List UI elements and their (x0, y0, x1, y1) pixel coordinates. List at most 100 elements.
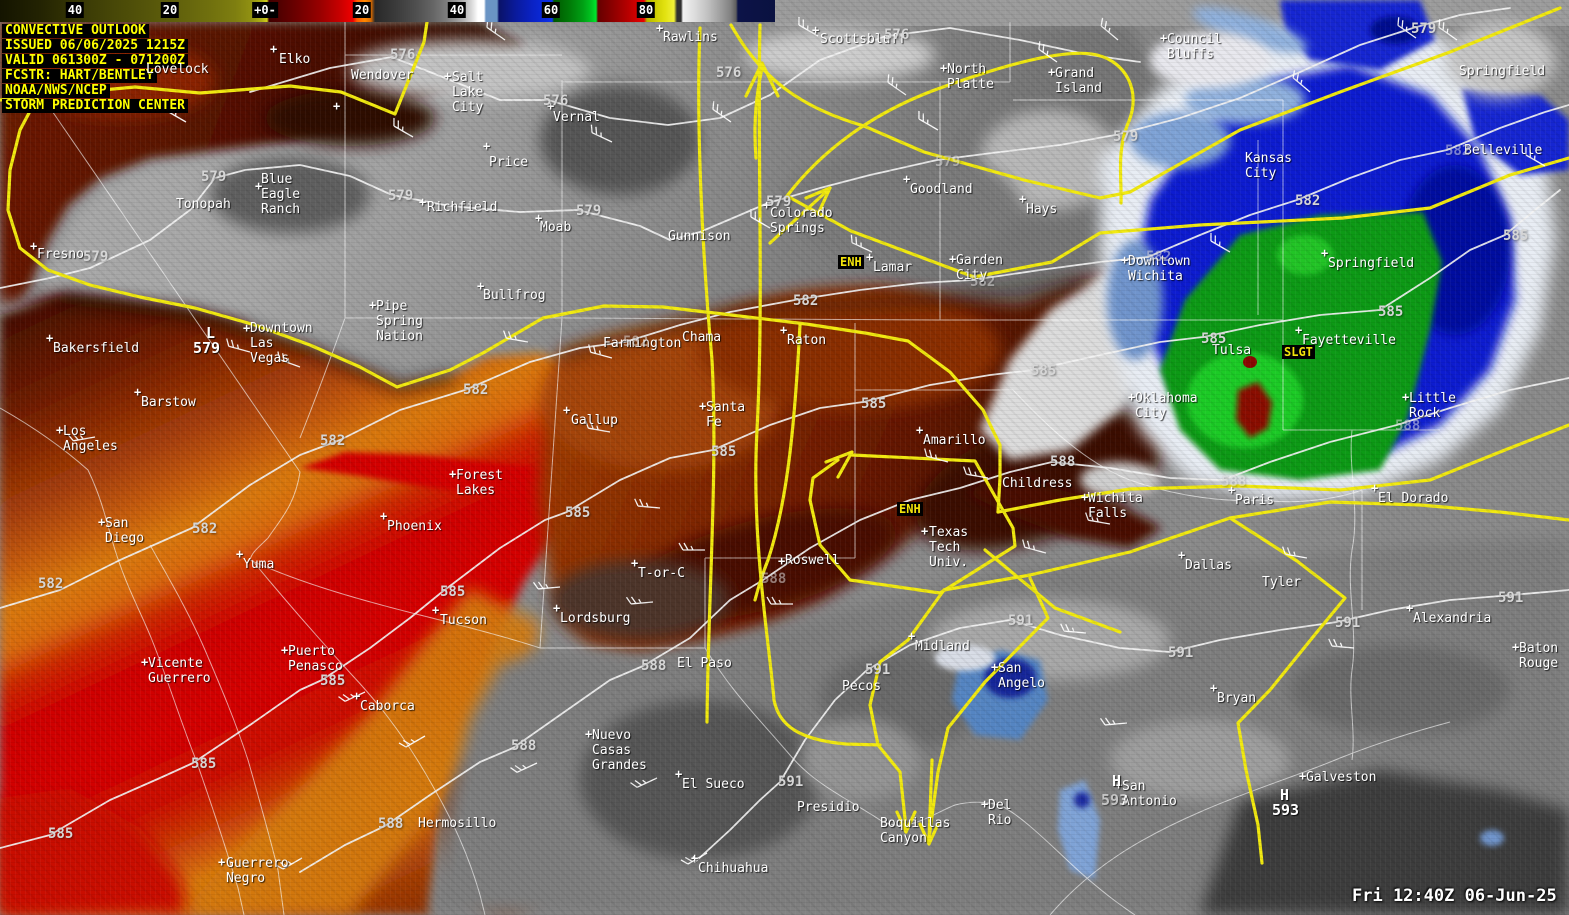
contour-582 (0, 104, 1569, 609)
wind-barb (1397, 17, 1417, 39)
city-label-downtown-las-vegas: Downtown Las Vegas (250, 321, 313, 366)
outlook-upper-diagonal (729, 6, 1562, 200)
wind-barb (393, 117, 414, 138)
city-label-raton: Raton (787, 333, 827, 348)
city-marker-lamar: + (866, 250, 874, 264)
city-marker-goodland: + (903, 172, 911, 186)
city-label-council-bluffs: Council Bluffs (1167, 32, 1222, 62)
city-label-el-paso: El Paso (677, 656, 732, 671)
outlook-header: CONVECTIVE OUTLOOK ISSUED 06/06/2025 121… (2, 24, 189, 114)
contour-label-585: 585 (1503, 228, 1529, 244)
city-marker-elko: + (270, 42, 278, 56)
city-marker-el-dorado: + (1371, 481, 1379, 495)
city-marker-springfield: + (1321, 246, 1329, 260)
outlook-east-diagonal (942, 500, 1569, 592)
city-marker-roswell: + (778, 554, 786, 568)
city-marker-paris: + (1228, 483, 1236, 497)
wind-barb (1038, 41, 1058, 63)
contour-label-591: 591 (865, 662, 891, 678)
city-label-lordsburg: Lordsburg (560, 611, 631, 626)
outlook-ntx-line (996, 423, 1569, 514)
city-label-colorado-springs: Colorado Springs (770, 206, 833, 236)
contour-label-588: 588 (761, 571, 787, 587)
contour-label-582: 582 (38, 576, 64, 592)
wind-barb (918, 110, 939, 131)
city-label-price: Price (489, 155, 529, 170)
wind-barb (486, 19, 506, 41)
arrow-south-2 (918, 758, 940, 846)
contour-576 (249, 27, 1141, 126)
wind-barb (1328, 638, 1355, 649)
city-label-santa-fe: Santa Fe (706, 400, 746, 430)
outlook-tyler-east (1228, 516, 1347, 865)
city-label-san-angelo: San Angelo (998, 661, 1045, 691)
city-marker-guerrero-negro: + (218, 855, 226, 869)
city-marker-richfield: + (419, 195, 427, 209)
wind-barb (1210, 232, 1231, 253)
city-marker-raton: + (780, 323, 788, 337)
contour-label-579: 579 (1113, 129, 1139, 145)
city-marker-gallup: + (563, 403, 571, 417)
wind-barb (924, 448, 949, 463)
city-marker-wichita-falls: + (1081, 490, 1089, 504)
contour-label-579: 579 (83, 249, 109, 265)
wind-barb (398, 735, 426, 748)
city-label-fresno: Fresno (37, 247, 84, 262)
city-marker-galveston: + (1299, 769, 1307, 783)
wind-barb (850, 234, 873, 253)
height-contours (0, 7, 1569, 873)
contour-label-591: 591 (1335, 615, 1361, 631)
contour-label-591: 591 (1498, 590, 1524, 606)
risk-badge-slgt: SLGT (1282, 345, 1315, 359)
wind-barb (766, 596, 793, 605)
city-label-texas-tech-univ-: Texas Tech Univ. (929, 525, 969, 570)
city-label-hays: Hays (1026, 202, 1058, 217)
outlook-west-boundary (6, 94, 1002, 514)
city-label-guerrero-negro: Guerrero Negro (226, 856, 289, 886)
contour-label-585: 585 (861, 396, 887, 412)
contour-label-576: 576 (716, 65, 742, 81)
high-center-marker: H (1280, 786, 1290, 804)
city-label-kansas-city: Kansas City (1245, 151, 1292, 181)
ir-temperature-colorbar (0, 0, 775, 22)
city-marker-baton-rouge: + (1512, 640, 1520, 654)
contour-label-582: 582 (793, 293, 819, 309)
city-label-fayetteville: Fayetteville (1302, 333, 1396, 348)
city-marker-fayetteville: + (1295, 323, 1303, 337)
contour-label-582: 582 (1445, 143, 1471, 159)
outlook-ns-line-2 (754, 23, 882, 747)
outlook-enh-tx-polygon (808, 453, 1017, 595)
contour-591 (694, 589, 1569, 863)
city-label-puerto-penasco: Puerto Penasco (288, 644, 343, 674)
city-label-north-platte: North Platte (947, 62, 994, 92)
city-label-salt-lake-city: Salt Lake City (452, 70, 484, 115)
map-timestamp: Fri 12:40Z 06-Jun-25 (1352, 886, 1557, 906)
wind-barb (634, 498, 661, 509)
city-marker-bryan: + (1210, 681, 1218, 695)
outlook-ns-line-1 (697, 26, 716, 724)
wind-barb (590, 124, 613, 143)
city-label-bullfrog: Bullfrog (483, 288, 546, 303)
city-marker-vicente-guerrero: + (141, 655, 149, 669)
city-label-tyler: Tyler (1262, 575, 1302, 590)
contour-label-582: 582 (1146, 249, 1172, 265)
city-label-little-rock: Little Rock (1409, 391, 1456, 421)
contour-label-588: 588 (378, 816, 404, 832)
contour-label-579: 579 (1411, 21, 1437, 37)
city-marker-rawlins: + (656, 21, 664, 35)
city-label-lamar: Lamar (873, 260, 913, 275)
wind-barb (962, 466, 989, 479)
contour-label-585: 585 (1201, 331, 1227, 347)
city-label-caborca: Caborca (360, 699, 415, 714)
city-marker-dallas: + (1178, 548, 1186, 562)
city-marker-north-platte: + (940, 61, 948, 75)
city-label-hermosillo: Hermosillo (418, 816, 497, 831)
contour-label-582: 582 (192, 521, 218, 537)
city-label-el-dorado: El Dorado (1378, 491, 1449, 506)
city-marker-t-or-c: + (631, 556, 639, 570)
contour-label-576: 576 (884, 27, 910, 43)
contour-label-585: 585 (711, 444, 737, 460)
contour-label-591: 591 (1168, 645, 1194, 661)
city-label-springfield: Springfield (1328, 256, 1415, 271)
